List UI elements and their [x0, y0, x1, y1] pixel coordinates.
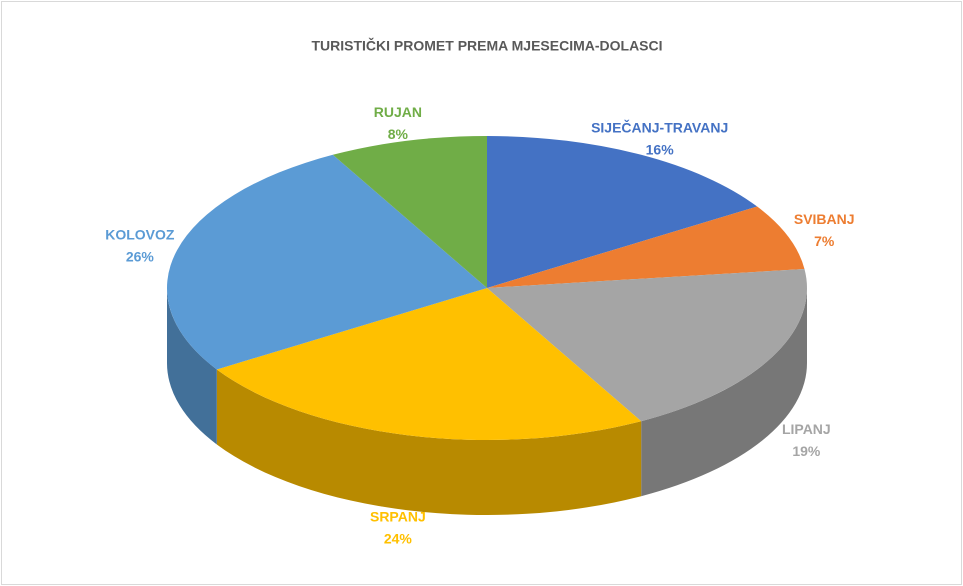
slice-value-label: 26% [126, 248, 155, 264]
slice-value-label: 16% [646, 142, 675, 158]
slice-label: SIJEČANJ-TRAVANJ [591, 119, 728, 136]
slice-value-label: 24% [384, 531, 413, 547]
chart-title: TURISTIČKI PROMET PREMA MJESECIMA-DOLASC… [311, 37, 662, 54]
slice-label: KOLOVOZ [105, 226, 175, 242]
slice [487, 268, 807, 422]
slice-side [641, 288, 807, 497]
slice-label: SVIBANJ [794, 211, 855, 227]
slice [487, 136, 758, 288]
slice-value-label: 19% [792, 443, 821, 459]
slice-label: SRPANJ [370, 509, 426, 525]
slice [216, 288, 642, 440]
slice [332, 136, 487, 288]
slice-side [216, 369, 642, 515]
slice-value-label: 8% [388, 126, 409, 142]
slice-label: RUJAN [374, 104, 422, 120]
slice-value-label: 7% [814, 233, 835, 249]
slice [487, 206, 805, 288]
slice-side [167, 288, 217, 445]
slice [167, 154, 487, 370]
slice-label: LIPANJ [782, 421, 831, 437]
